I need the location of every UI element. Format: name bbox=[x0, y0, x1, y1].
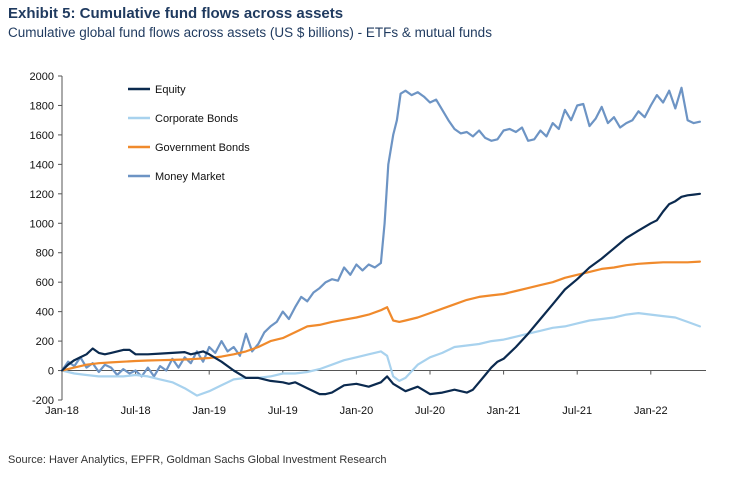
legend-label-government-bonds: Government Bonds bbox=[155, 142, 250, 154]
y-tick-label: 1600 bbox=[30, 130, 54, 142]
legend-label-money-market: Money Market bbox=[155, 171, 225, 183]
legend: Equity Corporate Bonds Government Bonds Mon… bbox=[128, 84, 250, 183]
chart-title: Exhibit 5: Cumulative fund flows across … bbox=[8, 5, 344, 22]
y-tick-label: 200 bbox=[36, 336, 54, 348]
x-tick-label: Jan-20 bbox=[340, 405, 374, 417]
series-line-equity bbox=[60, 192, 702, 396]
y-tick-label: 1800 bbox=[30, 100, 54, 112]
axes: -200 0 200 400 600 800 1000 1200 1400 1600 1800 200… bbox=[30, 71, 706, 417]
x-tick-label: Jul-18 bbox=[121, 405, 151, 417]
x-tick-label: Jul-19 bbox=[268, 405, 298, 417]
x-tick-label: Jul-21 bbox=[562, 405, 592, 417]
series-line-government-bonds bbox=[60, 260, 702, 372]
legend-label-corporate-bonds: Corporate Bonds bbox=[155, 113, 239, 125]
x-tick-label: Jan-21 bbox=[487, 405, 521, 417]
x-tick-label: Jul-20 bbox=[415, 405, 445, 417]
chart-subtitle: Cumulative global fund flows across asse… bbox=[8, 25, 492, 40]
y-tick-label: 800 bbox=[36, 248, 54, 260]
y-tick-label: 1000 bbox=[30, 218, 54, 230]
source-note: Source: Haver Analytics, EPFR, Goldman S… bbox=[8, 454, 387, 466]
series-line-corporate-bonds bbox=[60, 312, 702, 397]
y-tick-label: 1400 bbox=[30, 159, 54, 171]
legend-label-equity: Equity bbox=[155, 84, 186, 96]
y-tick-label: 0 bbox=[48, 366, 54, 378]
x-tick-label: Jan-22 bbox=[634, 405, 668, 417]
y-tick-label: 1200 bbox=[30, 189, 54, 201]
x-tick-label: Jan-19 bbox=[192, 405, 226, 417]
series-layer bbox=[60, 86, 702, 397]
y-tick-label: -200 bbox=[32, 395, 54, 407]
series-line-money-market bbox=[60, 86, 702, 378]
x-tick-label: Jan-18 bbox=[45, 405, 79, 417]
y-tick-label: 400 bbox=[36, 307, 54, 319]
y-tick-label: 600 bbox=[36, 277, 54, 289]
y-tick-label: 2000 bbox=[30, 71, 54, 83]
